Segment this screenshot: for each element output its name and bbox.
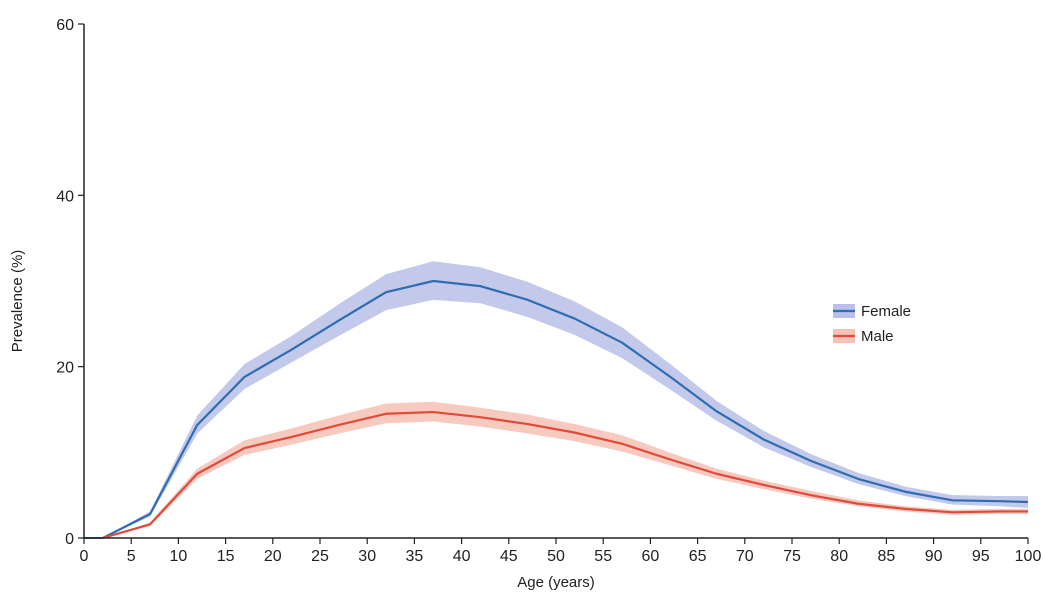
x-tick-label: 35 bbox=[406, 548, 424, 565]
line-female bbox=[102, 279, 1029, 539]
y-tick-label: 0 bbox=[65, 531, 74, 548]
x-tick-label: 30 bbox=[358, 548, 376, 565]
legend: Female Male bbox=[833, 303, 911, 345]
x-tick-label: 40 bbox=[453, 548, 471, 565]
y-axis-ticks: 0 20 40 60 bbox=[56, 17, 84, 548]
x-tick-label: 50 bbox=[547, 548, 565, 565]
x-axis-ticks: 0 5 10 15 20 25 30 35 40 45 50 55 60 65 70 75 80 85 90 95 10… bbox=[80, 538, 1042, 565]
y-tick-label: 40 bbox=[56, 188, 74, 205]
x-tick-label: 90 bbox=[925, 548, 943, 565]
confidence-bands bbox=[102, 261, 1028, 538]
x-tick-label: 80 bbox=[830, 548, 848, 565]
band-male bbox=[102, 401, 1028, 538]
band-female bbox=[102, 261, 1028, 538]
x-tick-label: 100 bbox=[1015, 548, 1042, 565]
y-tick-label: 60 bbox=[56, 17, 74, 34]
x-tick-label: 25 bbox=[311, 548, 329, 565]
legend-label-male: Male bbox=[861, 328, 894, 345]
x-tick-label: 45 bbox=[500, 548, 518, 565]
x-tick-label: 20 bbox=[264, 548, 282, 565]
x-tick-label: 55 bbox=[594, 548, 612, 565]
x-tick-label: 95 bbox=[972, 548, 990, 565]
legend-label-female: Female bbox=[861, 303, 911, 320]
x-tick-label: 65 bbox=[689, 548, 707, 565]
y-axis-title: Prevalence (%) bbox=[9, 250, 26, 353]
x-tick-label: 0 bbox=[80, 548, 89, 565]
x-tick-label: 75 bbox=[783, 548, 801, 565]
x-tick-label: 70 bbox=[736, 548, 754, 565]
line-male bbox=[102, 410, 1028, 540]
x-tick-label: 5 bbox=[127, 548, 136, 565]
x-tick-label: 85 bbox=[878, 548, 896, 565]
x-tick-label: 60 bbox=[642, 548, 660, 565]
y-tick-label: 20 bbox=[56, 360, 74, 377]
x-axis-title: Age (years) bbox=[517, 574, 595, 591]
x-tick-label: 10 bbox=[170, 548, 188, 565]
x-tick-label: 15 bbox=[217, 548, 235, 565]
